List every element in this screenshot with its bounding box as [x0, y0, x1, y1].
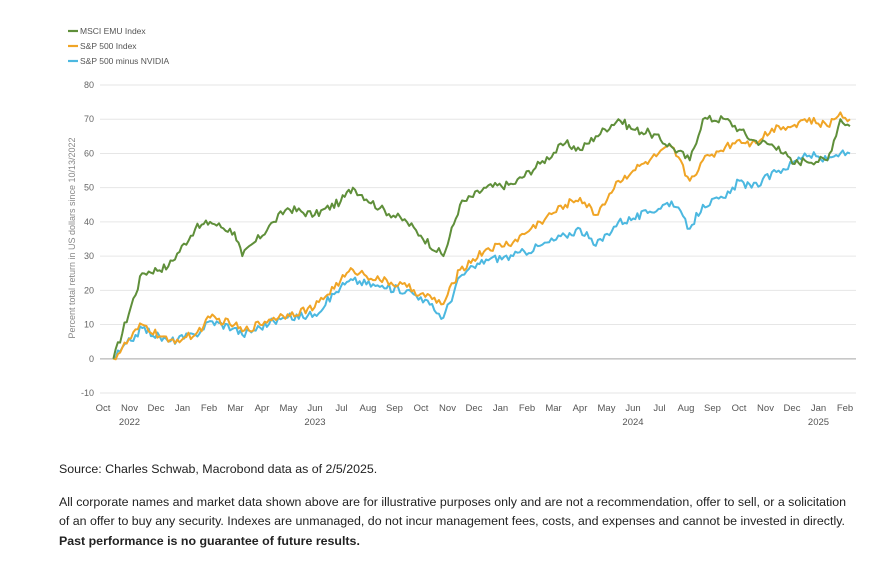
x-tick-label: Jan — [493, 403, 508, 414]
x-tick-label: Dec — [784, 403, 801, 414]
y-tick-label: 0 — [89, 354, 94, 364]
y-tick-label: 30 — [84, 251, 94, 261]
disclaimer-text: All corporate names and market data show… — [59, 493, 859, 552]
line-chart: -10 0 10 20 30 40 50 60 70 80 Oct Nov Dec Jan Feb Mar Ap… — [67, 26, 856, 428]
x-tick-label: Jan — [175, 403, 190, 414]
legend-label: S&P 500 Index — [80, 41, 137, 51]
x-tick-label: Nov — [439, 403, 456, 414]
x-tick-label: Sep — [386, 403, 403, 414]
source-note: Source: Charles Schwab, Macrobond data a… — [59, 462, 378, 476]
x-tick-label: Mar — [227, 403, 243, 414]
x-tick-label: Oct — [96, 403, 111, 414]
x-tick-label: May — [280, 403, 298, 414]
x-year-label: 2022 — [119, 417, 140, 428]
y-tick-label: 70 — [84, 114, 94, 124]
x-year-label: 2025 — [808, 417, 829, 428]
x-tick-label: Oct — [414, 403, 429, 414]
disclaimer-bold: Past performance is no guarantee of futu… — [59, 533, 360, 548]
series-line-s-p-500-index — [113, 111, 851, 361]
series-lines — [112, 111, 851, 361]
legend: MSCI EMU Index S&P 500 Index S&P 500 minus… — [68, 26, 169, 66]
x-tick-label: Sep — [704, 403, 721, 414]
y-tick-label: 20 — [84, 285, 94, 295]
y-tick-label: 50 — [84, 183, 94, 193]
series-line-s-p-500-minus-nvidia — [113, 149, 851, 360]
x-tick-label: Aug — [360, 403, 377, 414]
x-tick-label: Dec — [466, 403, 483, 414]
y-axis-label: Percent total return in US dollars since… — [67, 137, 77, 338]
x-year-label: 2024 — [622, 417, 643, 428]
legend-label: S&P 500 minus NVIDIA — [80, 56, 169, 66]
x-tick-label: Oct — [732, 403, 747, 414]
x-tick-label: Nov — [121, 403, 138, 414]
x-tick-label: Feb — [201, 403, 217, 414]
y-tick-label: 40 — [84, 217, 94, 227]
grid-lines — [100, 84, 856, 394]
x-year-label: 2023 — [304, 417, 325, 428]
x-tick-label: Nov — [757, 403, 774, 414]
y-tick-label: -10 — [81, 388, 94, 398]
x-tick-label: Jul — [335, 403, 347, 414]
x-tick-label: Apr — [573, 403, 588, 414]
axes: -10 0 10 20 30 40 50 60 70 80 Oct Nov Dec Jan Feb Mar Ap… — [81, 80, 853, 428]
series-line-msci-emu-index — [112, 114, 851, 360]
x-tick-label: Feb — [519, 403, 535, 414]
disclaimer-body: All corporate names and market data show… — [59, 494, 846, 529]
x-tick-label: Aug — [678, 403, 695, 414]
chart-notes: Source: Charles Schwab, Macrobond data a… — [59, 460, 859, 551]
y-tick-label: 60 — [84, 148, 94, 158]
x-tick-label: Dec — [148, 403, 165, 414]
x-tick-label: Feb — [837, 403, 853, 414]
x-tick-label: Jun — [625, 403, 640, 414]
x-tick-label: Mar — [545, 403, 561, 414]
x-tick-label: Jul — [653, 403, 665, 414]
y-tick-label: 80 — [84, 80, 94, 90]
x-tick-label: Jun — [307, 403, 322, 414]
x-tick-label: May — [598, 403, 616, 414]
x-tick-label: Apr — [255, 403, 270, 414]
legend-label: MSCI EMU Index — [80, 26, 146, 36]
y-tick-label: 10 — [84, 320, 94, 330]
x-tick-label: Jan — [811, 403, 826, 414]
